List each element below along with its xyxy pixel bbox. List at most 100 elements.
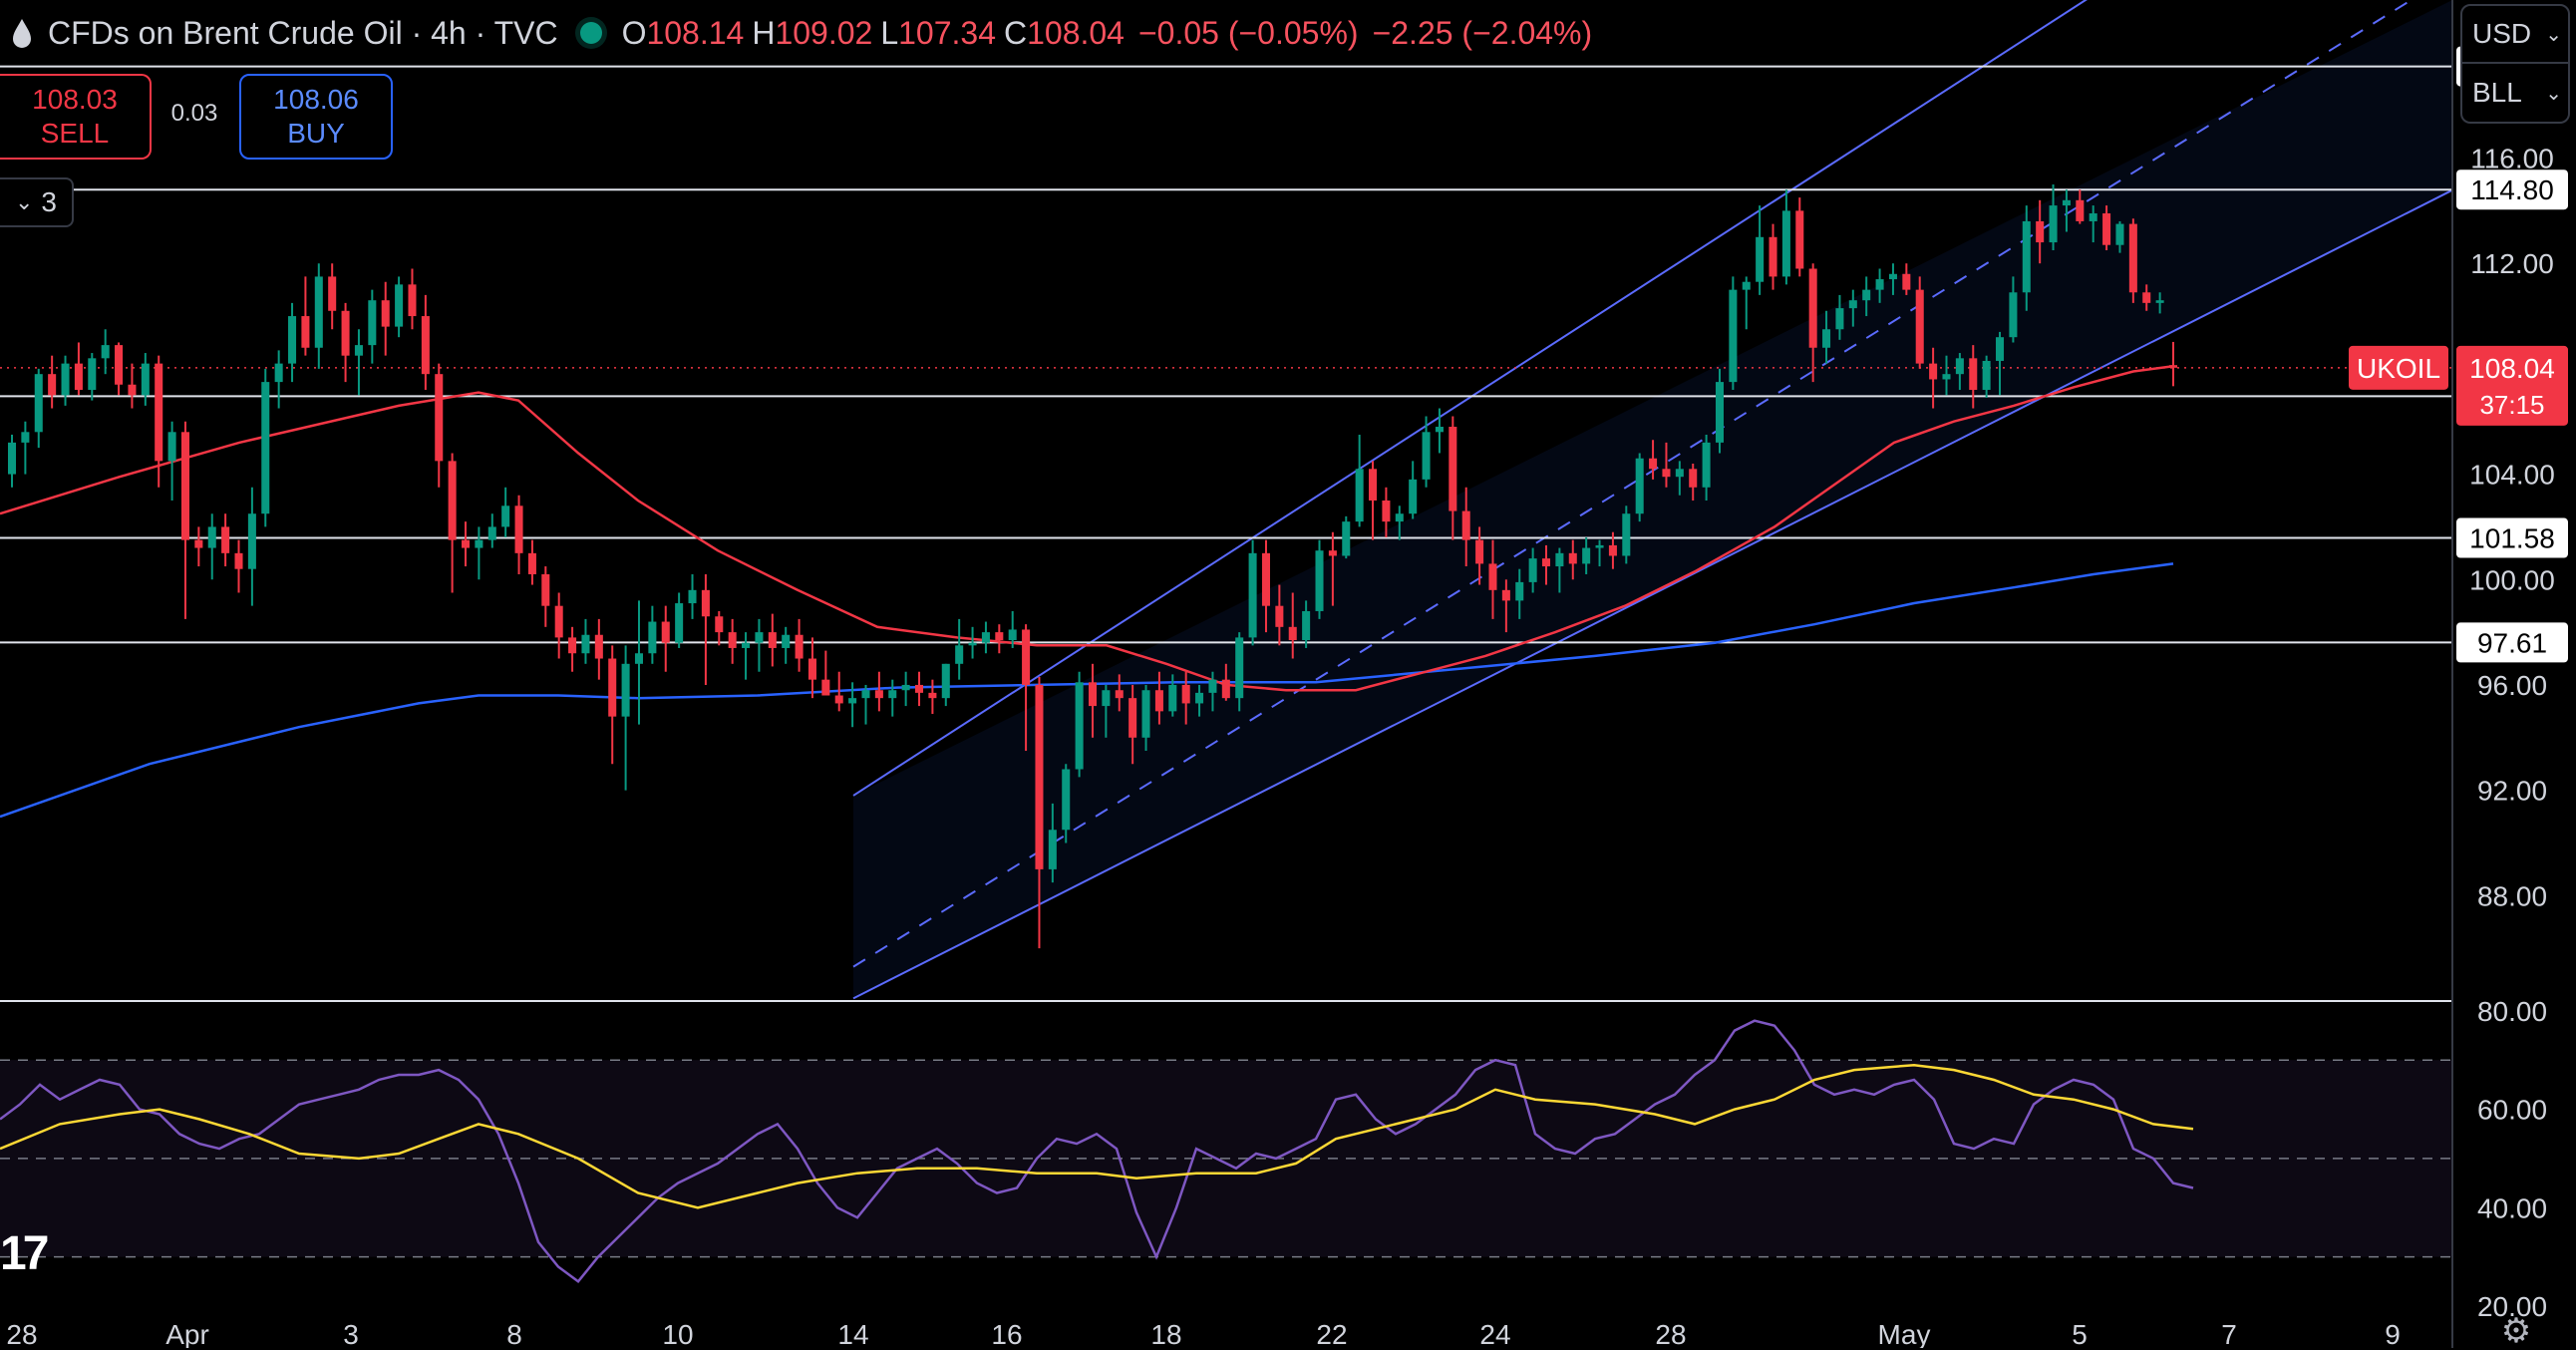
level-price-box xyxy=(2456,622,2568,663)
candle-body xyxy=(568,637,577,654)
rsi-tick-label: 60.00 xyxy=(2477,1095,2547,1126)
currency-select[interactable]: USD ⌄ xyxy=(2460,4,2570,64)
candle-body xyxy=(1795,210,1804,269)
candle-body xyxy=(2062,199,2071,206)
candle-body xyxy=(941,663,950,699)
sell-button[interactable]: 108.03 SELL xyxy=(0,74,152,160)
ohlc-high: H109.02 xyxy=(752,14,873,51)
candle-body xyxy=(1982,360,1991,391)
market-status-icon[interactable] xyxy=(579,22,602,44)
buy-button[interactable]: 108.06 BUY xyxy=(239,74,393,160)
candle-body xyxy=(888,690,897,699)
countdown-label: 37:15 xyxy=(2479,390,2544,420)
candle-body xyxy=(1835,308,1844,330)
candle-body xyxy=(61,363,70,396)
candle-body xyxy=(1008,629,1017,641)
ohlc-close: C108.04 xyxy=(1003,14,1125,51)
candle-body xyxy=(354,345,363,356)
rsi-tick-label: 80.00 xyxy=(2477,996,2547,1027)
candle-body xyxy=(1035,684,1044,869)
candle-body xyxy=(328,276,337,311)
candle-body xyxy=(487,526,496,540)
chevron-down-icon: ⌄ xyxy=(14,189,34,214)
candle-body xyxy=(1756,236,1765,282)
candle-body xyxy=(2142,292,2151,303)
level-price-box xyxy=(2456,169,2568,210)
candle-body xyxy=(247,513,256,569)
level-price-label: 101.58 xyxy=(2469,523,2555,554)
tradingview-logo[interactable]: 17 xyxy=(0,1227,49,1280)
time-tick-label: Apr xyxy=(165,1319,209,1348)
candle-body xyxy=(1488,563,1497,590)
candle-body xyxy=(1062,769,1071,831)
candle-body xyxy=(1742,281,1751,290)
candle-body xyxy=(234,552,243,569)
candle-body xyxy=(261,382,270,514)
candle-body xyxy=(928,692,937,699)
unit-select[interactable]: BLL ⌄ xyxy=(2460,64,2570,124)
ohlc-open: O108.14 xyxy=(621,14,745,51)
candle-body xyxy=(368,300,377,346)
candle-body xyxy=(1075,682,1084,770)
rsi-tick-label: 20.00 xyxy=(2477,1291,2547,1322)
candle-body xyxy=(1409,479,1418,514)
candle-body xyxy=(1168,684,1177,712)
candle-body xyxy=(1862,289,1871,301)
candle-body xyxy=(1181,684,1190,704)
indicators-toggle-button[interactable]: ⌄ 3 xyxy=(0,177,74,227)
candle-body xyxy=(1102,690,1111,707)
time-tick-label: 3 xyxy=(343,1319,359,1348)
candle-body xyxy=(1875,279,1884,290)
candle-body xyxy=(795,634,804,659)
candle-body xyxy=(554,605,563,638)
candle-body xyxy=(128,384,137,396)
candle-body xyxy=(861,690,870,699)
candle-body xyxy=(634,653,644,664)
candle-body xyxy=(1115,690,1124,699)
candle-body xyxy=(1195,692,1204,704)
candle-body xyxy=(7,442,17,475)
time-tick-label: 24 xyxy=(1479,1319,1510,1348)
candle-body xyxy=(2102,213,2111,245)
symbol-title[interactable]: CFDs on Brent Crude Oil · 4h · TVC xyxy=(48,14,558,51)
price-tick-label: 116.00 xyxy=(2470,144,2554,174)
candle-body xyxy=(1048,830,1057,869)
buy-label: BUY xyxy=(287,118,345,149)
candle-body xyxy=(648,621,657,654)
currency-value: USD xyxy=(2472,18,2532,49)
unit-value: BLL xyxy=(2472,77,2522,108)
time-tick-label: 28 xyxy=(6,1319,37,1348)
candle-body xyxy=(834,695,843,704)
candle-body xyxy=(1675,469,1684,478)
candle-body xyxy=(1595,544,1604,548)
candle-body xyxy=(1369,469,1378,501)
candle-body xyxy=(274,363,283,383)
candle-body xyxy=(48,374,57,396)
candle-body xyxy=(715,616,724,633)
candle-body xyxy=(995,632,1004,641)
candle-body xyxy=(2022,220,2031,293)
candle-body xyxy=(2115,223,2124,245)
candle-body xyxy=(1715,382,1725,443)
last-price-label: 108.04 xyxy=(2469,353,2555,384)
candle-body xyxy=(1461,510,1470,540)
time-tick-label: 7 xyxy=(2221,1319,2237,1348)
chevron-down-icon: ⌄ xyxy=(2545,23,2562,46)
time-tick-label: May xyxy=(1878,1319,1931,1348)
time-tick-label: 8 xyxy=(506,1319,522,1348)
candle-body xyxy=(915,684,924,693)
candle-body xyxy=(141,363,150,396)
candle-body xyxy=(1235,637,1244,699)
candle-body xyxy=(688,589,697,604)
candle-body xyxy=(608,658,617,717)
rsi-pane xyxy=(0,1019,2452,1284)
candle-body xyxy=(514,506,523,553)
candle-body xyxy=(221,526,230,553)
candle-body xyxy=(1475,539,1484,564)
candle-body xyxy=(541,573,550,606)
gear-icon[interactable]: ⚙ xyxy=(2500,1312,2532,1350)
indicators-count: 3 xyxy=(41,186,57,217)
time-tick-label: 28 xyxy=(1655,1319,1686,1348)
candle-body xyxy=(701,589,710,617)
